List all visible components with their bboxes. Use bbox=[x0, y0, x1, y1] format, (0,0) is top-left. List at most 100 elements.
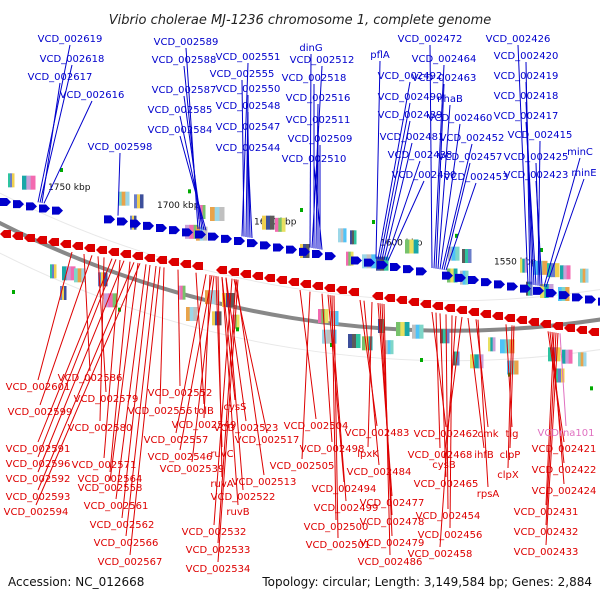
feature-block bbox=[507, 360, 512, 375]
leader-line bbox=[109, 261, 131, 473]
feature-block bbox=[365, 336, 370, 351]
gene-label-vcd-002417: VCD_002417 bbox=[494, 111, 559, 122]
feature-block bbox=[112, 293, 118, 308]
leader-line bbox=[359, 299, 378, 427]
leader-line bbox=[103, 259, 121, 459]
reverse-gene-arrow bbox=[444, 304, 455, 312]
gene-label-vcd-002499: VCD_002499 bbox=[314, 503, 379, 514]
feature-marker bbox=[540, 248, 543, 252]
forward-gene-arrow bbox=[455, 273, 466, 282]
gene-label-vcd-002513: VCD_002513 bbox=[232, 477, 297, 488]
feature-block bbox=[178, 285, 181, 300]
leader-line bbox=[375, 60, 381, 259]
gene-label-vcd-002505: VCD_002505 bbox=[270, 461, 335, 472]
gene-label-vcd-002550: VCD_002550 bbox=[216, 84, 281, 95]
feature-block bbox=[335, 311, 339, 325]
feature-block bbox=[412, 324, 417, 339]
gene-label-vcd-002460: VCD_002460 bbox=[428, 113, 493, 124]
reverse-gene-arrow bbox=[24, 234, 35, 242]
feature-block bbox=[492, 337, 496, 352]
feature-block bbox=[348, 251, 352, 266]
feature-marker bbox=[508, 372, 511, 377]
gene-label-vcd-002585: VCD_002585 bbox=[148, 105, 213, 116]
leader-line bbox=[213, 278, 233, 526]
forward-gene-arrow bbox=[130, 219, 141, 228]
leader-line bbox=[449, 315, 453, 529]
reverse-gene-arrow bbox=[288, 278, 299, 286]
leader-line bbox=[439, 123, 461, 270]
leader-line bbox=[121, 264, 151, 519]
gene-label-vcd-002424: VCD_002424 bbox=[532, 486, 597, 497]
feature-block bbox=[404, 322, 410, 336]
feature-block bbox=[490, 337, 494, 352]
feature-block bbox=[186, 307, 191, 321]
reverse-gene-arrow bbox=[180, 260, 191, 268]
gene-label-vcd-002548: VCD_002548 bbox=[216, 101, 281, 112]
reverse-gene-arrow bbox=[168, 258, 179, 266]
forward-gene-arrow bbox=[221, 234, 232, 243]
reverse-gene-arrow bbox=[276, 276, 287, 284]
gene-label-vcd-002425: VCD_002425 bbox=[504, 152, 569, 163]
leader-line bbox=[525, 121, 537, 286]
gene-label-ihfb: ihfB bbox=[474, 450, 494, 461]
forward-gene-arrow bbox=[208, 232, 219, 241]
feature-block bbox=[270, 215, 275, 230]
gene-label-vcd-002477: VCD_002477 bbox=[360, 498, 425, 509]
feature-block bbox=[104, 293, 109, 308]
feature-block bbox=[214, 207, 220, 221]
leader-line bbox=[333, 295, 339, 539]
feature-block bbox=[140, 194, 144, 209]
reverse-gene-arrow bbox=[12, 232, 23, 240]
leader-line bbox=[551, 331, 565, 485]
forward-gene-arrow bbox=[117, 217, 128, 226]
gene-label-vcd-002591: VCD_002591 bbox=[6, 444, 71, 455]
leader-line bbox=[217, 279, 237, 544]
leader-line bbox=[545, 332, 557, 526]
feature-block bbox=[443, 329, 447, 344]
gene-label-vcd-002418: VCD_002418 bbox=[494, 91, 559, 102]
gene-label-vcd-002589: VCD_002589 bbox=[154, 37, 219, 48]
reverse-gene-arrow bbox=[384, 294, 395, 302]
feature-block bbox=[537, 260, 543, 275]
gene-label-vcd-002544: VCD_002544 bbox=[216, 143, 281, 154]
gene-label-vcd-002433: VCD_002433 bbox=[514, 547, 579, 558]
feature-marker bbox=[118, 307, 121, 312]
feature-block bbox=[488, 337, 491, 352]
feature-block bbox=[182, 285, 186, 300]
feature-block bbox=[362, 336, 366, 351]
reverse-gene-arrow bbox=[468, 308, 479, 316]
gene-label-vcd-002533: VCD_002533 bbox=[186, 545, 251, 556]
gene-label-vcd-002532: VCD_002532 bbox=[182, 527, 247, 538]
feature-block bbox=[77, 268, 82, 283]
gene-label-vcd-002453: VCD_002453 bbox=[444, 172, 509, 183]
feature-block bbox=[193, 307, 198, 321]
feature-block bbox=[556, 347, 561, 362]
leader-line bbox=[241, 62, 249, 237]
gene-label-vcdrna101: VCDrna101 bbox=[537, 428, 594, 439]
gene-label-clpp: clpP bbox=[500, 450, 521, 461]
feature-block bbox=[350, 230, 353, 245]
feature-block bbox=[578, 352, 582, 367]
gene-label-vcd-002458: VCD_002458 bbox=[408, 549, 473, 560]
gene-label-vcd-002586: VCD_002586 bbox=[58, 373, 123, 384]
forward-gene-arrow bbox=[377, 260, 388, 269]
forward-gene-arrow bbox=[572, 293, 583, 302]
feature-block bbox=[324, 309, 329, 323]
leader-line bbox=[247, 153, 253, 239]
gene-label-vcd-002464: VCD_002464 bbox=[412, 54, 477, 65]
gene-label-vcd-002452: VCD_002452 bbox=[440, 133, 505, 144]
gene-label-vcd-002534: VCD_002534 bbox=[186, 564, 251, 575]
gene-label-vcd-002415: VCD_002415 bbox=[508, 130, 573, 141]
feature-block bbox=[413, 239, 419, 254]
gene-label-minc: minC bbox=[567, 147, 593, 158]
gene-label-vcd-002423: VCD_002423 bbox=[504, 170, 569, 181]
gene-label-vcd-002462: VCD_002462 bbox=[414, 429, 479, 440]
feature-block bbox=[74, 268, 79, 283]
feature-block bbox=[70, 266, 76, 281]
reverse-gene-arrow bbox=[0, 230, 11, 238]
feature-block bbox=[230, 293, 235, 307]
gene-label-vcd-002523: VCD_002523 bbox=[214, 423, 279, 434]
leader-line bbox=[475, 319, 489, 428]
forward-gene-arrow bbox=[234, 237, 245, 245]
